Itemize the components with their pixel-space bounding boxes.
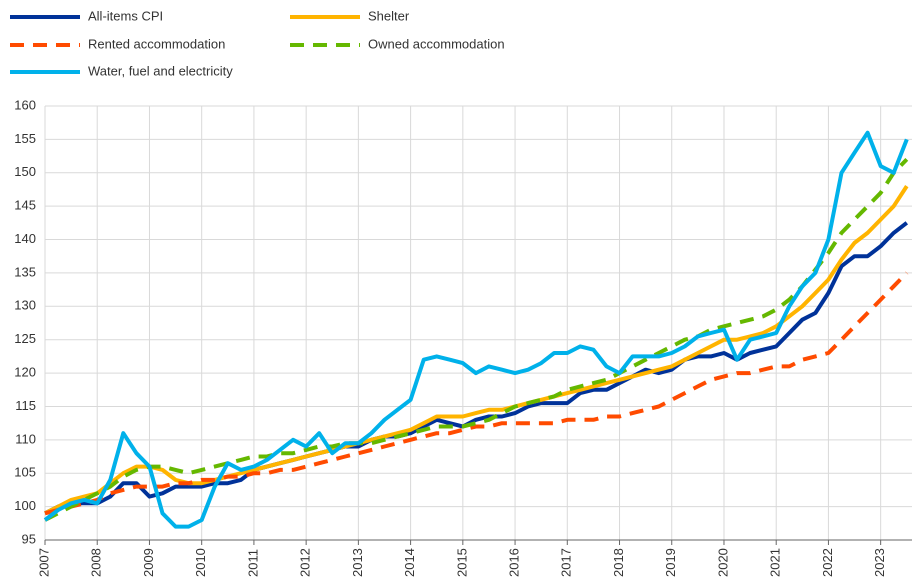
y-tick-label: 95 — [22, 531, 36, 546]
x-tick-label: 2018 — [611, 548, 626, 577]
x-tick-label: 2022 — [820, 548, 835, 577]
x-tick-label: 2008 — [89, 548, 104, 577]
y-tick-label: 110 — [15, 431, 36, 446]
x-tick-label: 2007 — [36, 548, 51, 577]
x-tick-label: 2021 — [768, 548, 783, 577]
y-tick-label: 145 — [14, 198, 36, 213]
x-tick-label: 2011 — [245, 549, 260, 577]
series-line — [44, 158, 909, 522]
x-tick-label: 2014 — [402, 548, 417, 577]
y-tick-label: 135 — [14, 264, 36, 279]
y-tick-label: 130 — [14, 298, 36, 313]
series-line — [44, 185, 909, 516]
y-tick-label: 155 — [14, 131, 36, 146]
x-tick-label: 2016 — [506, 548, 521, 577]
x-tick-label: 2017 — [559, 548, 574, 577]
x-tick-label: 2010 — [193, 548, 208, 577]
x-tick-label: 2023 — [872, 548, 887, 577]
y-tick-label: 105 — [14, 465, 36, 480]
y-tick-label: 115 — [15, 398, 36, 413]
legend-label: Owned accommodation — [368, 36, 505, 51]
series-line — [43, 130, 909, 529]
legend-label: Water, fuel and electricity — [88, 63, 233, 78]
x-tick-label: 2019 — [663, 548, 678, 577]
series-line — [44, 221, 909, 516]
y-tick-label: 160 — [14, 97, 36, 112]
x-tick-label: 2009 — [141, 548, 156, 577]
x-tick-label: 2020 — [715, 548, 730, 577]
y-tick-label: 140 — [14, 231, 36, 246]
series-line — [44, 271, 909, 516]
y-tick-label: 125 — [14, 331, 36, 346]
y-tick-label: 150 — [14, 164, 36, 179]
legend-label: Rented accommodation — [88, 36, 225, 51]
y-tick-label: 100 — [14, 498, 36, 513]
x-tick-label: 2015 — [454, 548, 469, 577]
legend-label: All-items CPI — [88, 8, 163, 23]
x-tick-label: 2012 — [298, 548, 313, 577]
y-tick-label: 120 — [14, 365, 36, 380]
x-tick-label: 2013 — [350, 548, 365, 577]
legend-label: Shelter — [368, 8, 410, 23]
